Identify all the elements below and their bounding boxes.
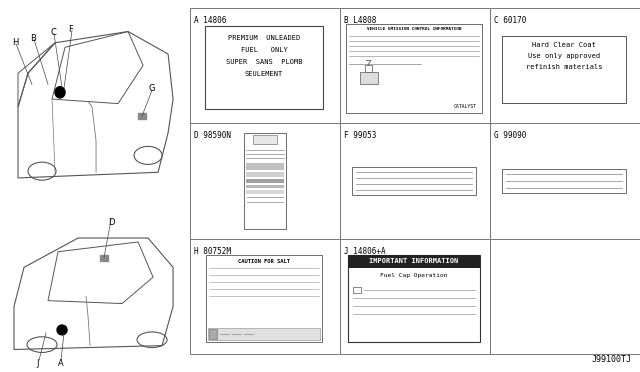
Bar [190, 239, 340, 354]
Bar [138, 113, 146, 119]
Bar [502, 36, 626, 103]
Bar [360, 72, 378, 84]
Bar [246, 190, 284, 194]
Text: IMPORTANT INFORMATION: IMPORTANT INFORMATION [369, 258, 459, 264]
Bar [490, 124, 640, 239]
Text: refinish materials: refinish materials [525, 64, 602, 70]
Text: J 14806+A: J 14806+A [344, 247, 386, 256]
Bar [206, 255, 322, 342]
Bar [348, 255, 480, 268]
Text: C 60170: C 60170 [494, 16, 526, 25]
Text: G: G [148, 84, 155, 93]
Circle shape [55, 87, 65, 98]
Text: J: J [36, 359, 38, 368]
Bar [253, 135, 277, 144]
Text: J99100TJ: J99100TJ [592, 355, 632, 364]
Bar [100, 255, 108, 260]
Bar [208, 328, 320, 340]
Bar [340, 8, 490, 124]
Circle shape [57, 325, 67, 335]
Text: F 99053: F 99053 [344, 131, 376, 140]
Bar [246, 163, 284, 170]
Text: D: D [108, 218, 115, 228]
Bar [348, 255, 480, 342]
Text: D 98590N: D 98590N [194, 131, 231, 140]
Text: H 80752M: H 80752M [194, 247, 231, 256]
Bar [209, 329, 217, 339]
Text: CATALYST: CATALYST [454, 104, 477, 109]
Text: SEULEMENT: SEULEMENT [245, 71, 283, 77]
Text: CAUTION FOR SALT: CAUTION FOR SALT [238, 259, 290, 264]
Bar [352, 167, 476, 195]
Bar [340, 124, 490, 239]
Bar [246, 172, 284, 177]
Bar [490, 8, 640, 124]
Bar [246, 185, 284, 188]
Bar [502, 169, 626, 193]
Text: A: A [58, 359, 64, 368]
Text: B L4808: B L4808 [344, 16, 376, 25]
Text: H: H [12, 38, 19, 47]
Bar [353, 287, 361, 293]
Text: C: C [50, 28, 56, 37]
Text: SUPER  SANS  PLOMB: SUPER SANS PLOMB [226, 59, 302, 65]
Text: Hard Clear Coat: Hard Clear Coat [532, 42, 596, 48]
Text: B: B [30, 34, 36, 43]
Text: G 99090: G 99090 [494, 131, 526, 140]
Text: F: F [68, 25, 73, 34]
Bar [190, 8, 340, 124]
Bar [340, 239, 490, 354]
Text: VEHICLE EMISSION CONTROL INFORMATION: VEHICLE EMISSION CONTROL INFORMATION [367, 27, 461, 31]
Bar [190, 124, 340, 239]
Text: Fuel Cap Operation: Fuel Cap Operation [380, 273, 448, 278]
Bar [205, 26, 323, 109]
Text: FUEL   ONLY: FUEL ONLY [241, 47, 287, 53]
Text: Use only approved: Use only approved [528, 53, 600, 59]
Bar [244, 133, 286, 229]
Text: PREMIUM  UNLEADED: PREMIUM UNLEADED [228, 35, 300, 41]
Bar [365, 65, 372, 72]
Text: A 14806: A 14806 [194, 16, 227, 25]
Bar [246, 179, 284, 183]
Bar [490, 239, 640, 354]
Bar [346, 24, 482, 113]
